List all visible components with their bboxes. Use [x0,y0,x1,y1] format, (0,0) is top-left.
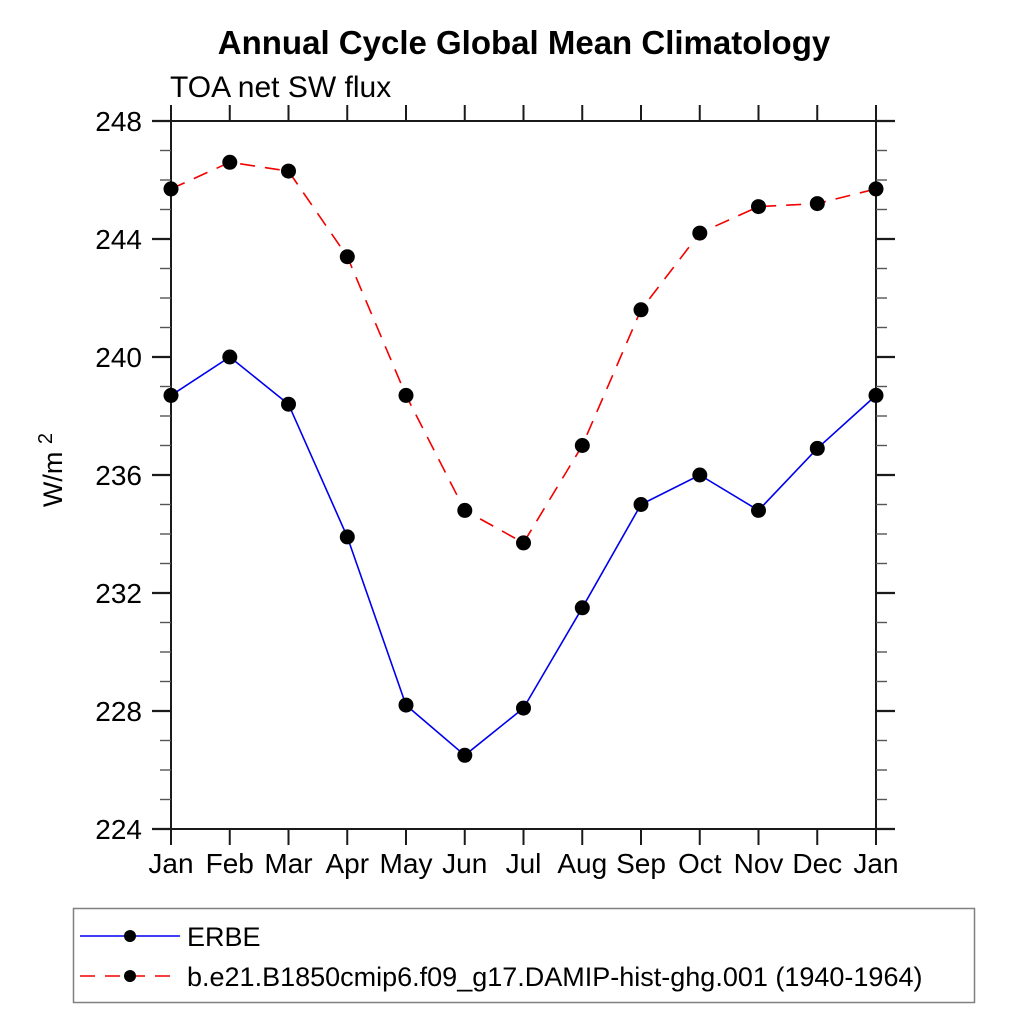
legend-label-model: b.e21.B1850cmip6.f09_g17.DAMIP-hist-ghg.… [187,962,922,992]
y-axis-label: W/m 2 [35,433,68,507]
series-0-data-point [222,349,238,365]
legend-sample-marker-1 [124,970,136,982]
legend-label-erbe: ERBE [187,922,261,952]
x-tick-label: Jun [442,848,487,879]
y-tick-label: 244 [95,224,142,255]
y-tick-label: 224 [95,814,142,845]
series-1-data-point [692,225,708,241]
series-0-data-point [692,467,708,483]
x-tick-label: Dec [792,848,842,879]
x-tick-label: May [380,848,433,879]
y-tick-label: 248 [95,106,142,137]
series-1-data-point [398,387,414,403]
series-layer [163,154,884,763]
x-tick-label: Apr [325,848,369,879]
series-1-data-point [633,302,649,318]
series-1-data-point [574,438,590,453]
legend-sample-marker-0 [124,930,136,942]
x-tick-label: Feb [206,848,254,879]
x-tick-label: Jan [853,848,898,879]
x-tick-label: Jan [148,848,193,879]
y-axis-label-base: W/m [38,452,68,507]
series-line-0 [170,356,877,757]
x-tick-label: Mar [264,848,312,879]
x-tick-label: Aug [557,848,607,879]
series-0-data-point [398,697,414,713]
y-tick-label: 232 [95,578,142,609]
series-1-data-point [751,199,766,215]
legend-box [72,907,976,1004]
series-1-data-point [339,249,355,265]
series-1-data-point [281,163,296,179]
series-0-data-point [516,700,531,716]
series-1-data-point [516,535,531,551]
series-line-1 [170,161,877,544]
x-tick-label: Sep [616,848,666,879]
series-0-data-point [281,396,296,412]
legend: ERBE b.e21.B1850cmip6.f09_g17.DAMIP-hist… [72,907,976,1004]
x-tick-label: Jul [506,848,542,879]
y-tick-label: 228 [95,696,142,727]
series-1-data-point [809,196,825,212]
series-0-data-point [751,502,766,518]
axes-layer: Jan Feb Mar Apr May Jun Jul Aug Sep Oct Nov Dec Jan2… [95,105,899,879]
legend-samples [80,930,180,982]
series-1-data-point [868,181,884,197]
series-0-data-point [809,440,825,456]
series-1-data-point [163,181,179,197]
series-0-data-point [163,387,179,403]
x-tick-label: Oct [678,848,722,879]
series-0-data-point [574,600,590,616]
x-tick-label: Nov [734,848,784,879]
series-0-data-point [457,747,473,763]
series-0-data-point [868,387,884,403]
chart-title: Annual Cycle Global Mean Climatology [218,24,831,61]
plot-frame [170,120,877,830]
series-0-data-point [339,529,355,545]
series-1-data-point [457,502,473,518]
series-0-data-point [633,497,649,512]
y-tick-label: 236 [95,460,142,491]
y-axis-label-exponent: 2 [35,433,57,444]
series-1-data-point [222,154,238,170]
chart-subtitle: TOA net SW flux [170,71,391,104]
y-tick-label: 240 [95,342,142,373]
